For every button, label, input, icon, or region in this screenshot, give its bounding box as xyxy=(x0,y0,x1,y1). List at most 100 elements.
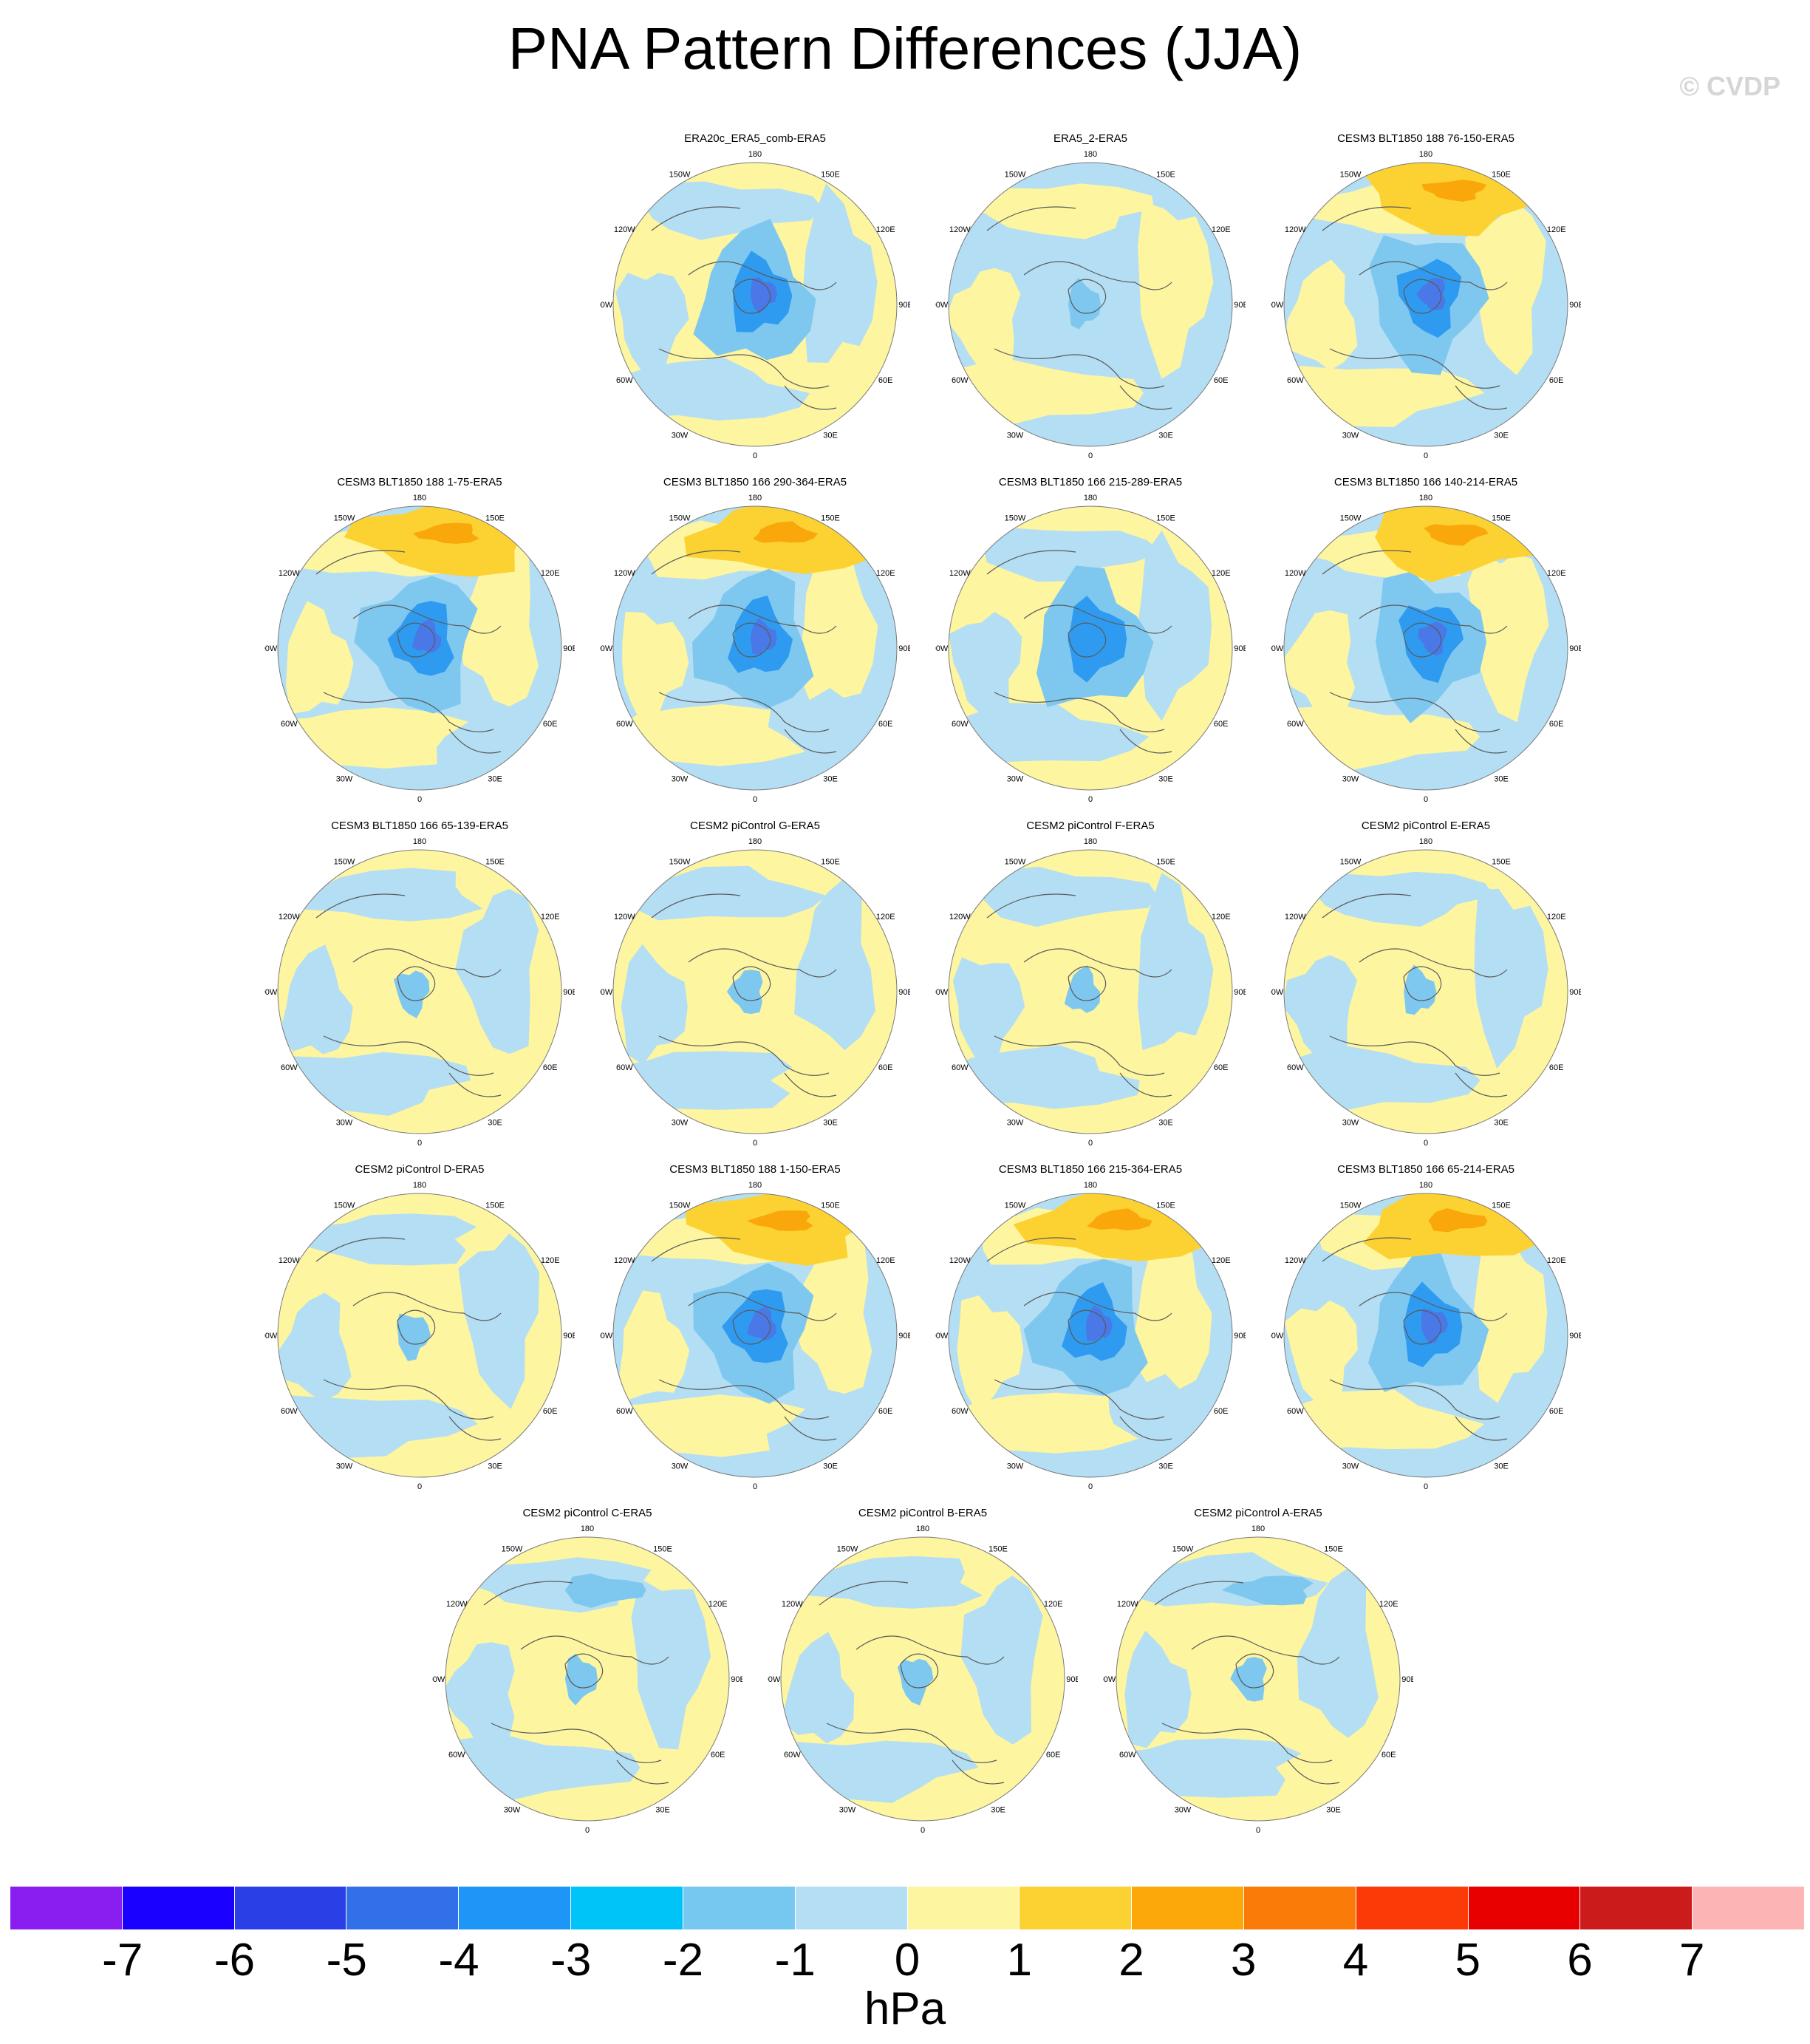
longitude-label: 180 xyxy=(748,1181,762,1190)
longitude-label: 180 xyxy=(748,837,762,846)
longitude-label: 60E xyxy=(878,376,893,385)
longitude-label: 120W xyxy=(1285,225,1306,234)
longitude-label: 60E xyxy=(878,720,893,729)
longitude-label: 180 xyxy=(1084,837,1097,846)
polar-map: 180 150E 120E 90E 60E 30E 0 30W 60W 90W 120W 150W xyxy=(600,837,910,1147)
pacific-low-anomaly xyxy=(1221,1575,1314,1606)
colorbar-tick-label: -5 xyxy=(326,1935,367,1986)
coastline xyxy=(1119,1072,1172,1097)
longitude-label: 150E xyxy=(485,1201,505,1210)
pacific-high-core xyxy=(747,1210,813,1231)
coastline xyxy=(658,348,830,389)
longitude-label: 30E xyxy=(823,432,838,440)
colorbar-swatch xyxy=(1356,1887,1469,1929)
polar-map: 180 150E 120E 90E 60E 30E 0 30W 60W 90W 120W 150W xyxy=(1271,150,1581,460)
map-panel: CESM3 BLT1850 188 1-75-ERA5 180 150E 120E 90… xyxy=(264,475,575,808)
panel-title: CESM2 piControl C-ERA5 xyxy=(522,1507,652,1519)
longitude-label: 180 xyxy=(748,494,762,503)
polar-map: 180 150E 120E 90E 60E 30E 0 30W 60W 90W 120W 150W xyxy=(432,1525,742,1834)
low-anomaly-weak xyxy=(393,970,430,1018)
coastline xyxy=(1068,1309,1107,1345)
panel-title: CESM3 BLT1850 188 1-75-ERA5 xyxy=(337,476,502,488)
map-border xyxy=(948,1193,1233,1478)
pacific-high-core xyxy=(412,522,479,544)
polar-map: 180 150E 120E 90E 60E 30E 0 30W 60W 90W 120W 150W xyxy=(1271,1181,1581,1491)
longitude-label: 150E xyxy=(1492,857,1511,866)
anomaly-band xyxy=(949,612,1022,723)
panel-title: CESM2 piControl B-ERA5 xyxy=(858,1507,988,1519)
coastline xyxy=(1455,729,1508,754)
longitude-label: 0 xyxy=(1424,1482,1428,1491)
longitude-label: 90W xyxy=(264,988,278,997)
low-anomaly-inner xyxy=(1068,596,1127,683)
polar-map: 180 150E 120E 90E 60E 30E 0 30W 60W 90W 120W 150W xyxy=(935,837,1246,1147)
colorbar-swatch xyxy=(122,1887,235,1929)
map-border xyxy=(277,505,562,791)
longitude-label: 30W xyxy=(1342,1119,1359,1128)
map-border xyxy=(948,505,1233,791)
longitude-label: 150E xyxy=(1324,1544,1343,1553)
pacific-high-core xyxy=(1421,180,1487,202)
anomaly-band xyxy=(645,181,823,240)
colorbar-tick-label: -7 xyxy=(102,1935,143,1986)
longitude-label: 150E xyxy=(1156,1201,1175,1210)
longitude-label: 90E xyxy=(1569,301,1581,310)
longitude-label: 150W xyxy=(334,514,355,522)
map-border xyxy=(612,1193,898,1478)
longitude-label: 90E xyxy=(898,988,910,997)
anomaly-band xyxy=(960,1575,1043,1745)
longitude-label: 60W xyxy=(952,720,969,729)
longitude-label: 60W xyxy=(616,376,633,385)
anomaly-band xyxy=(613,1051,793,1110)
coastline xyxy=(323,692,494,732)
longitude-label: 150E xyxy=(485,514,505,522)
coastline xyxy=(658,1035,830,1076)
coastline xyxy=(1329,692,1500,732)
map-panel: CESM2 piControl F-ERA5 180 150E 120E 90E 60E 3… xyxy=(935,819,1246,1151)
coastline xyxy=(1023,948,1172,978)
anomaly-band xyxy=(1116,1738,1302,1798)
colorbar-tick-label: -6 xyxy=(214,1935,256,1986)
longitude-label: 90E xyxy=(1234,1332,1246,1340)
coastline xyxy=(352,1292,502,1321)
panel-title: CESM2 piControl F-ERA5 xyxy=(1026,820,1155,832)
coastline xyxy=(732,622,771,658)
longitude-label: 30E xyxy=(1494,1462,1509,1471)
coastline xyxy=(784,1072,837,1097)
coastline xyxy=(491,1723,662,1763)
longitude-label: 90E xyxy=(563,1332,575,1340)
anomaly-band xyxy=(949,268,1021,372)
longitude-label: 90E xyxy=(1234,644,1246,653)
longitude-label: 0 xyxy=(1424,452,1428,460)
longitude-label: 120W xyxy=(614,1256,635,1265)
longitude-label: 150W xyxy=(1340,1201,1362,1210)
coastline xyxy=(1359,261,1508,290)
panel-title: CESM2 piControl G-ERA5 xyxy=(690,820,820,832)
colorbar-swatch xyxy=(10,1887,123,1929)
panel-title: CESM3 BLT1850 166 65-139-ERA5 xyxy=(331,820,508,832)
longitude-label: 120E xyxy=(876,569,895,578)
coastline xyxy=(900,1653,939,1689)
anomaly-band xyxy=(1284,955,1357,1062)
low-anomaly-core xyxy=(750,618,777,655)
longitude-label: 60W xyxy=(281,720,298,729)
longitude-label: 150E xyxy=(485,857,505,866)
coastline xyxy=(352,948,502,978)
longitude-label: 120E xyxy=(541,1256,560,1265)
low-anomaly-core xyxy=(750,277,777,314)
coastline xyxy=(520,1635,669,1665)
longitude-label: 150E xyxy=(821,1201,840,1210)
coastline xyxy=(1322,550,1412,575)
polar-map: 180 150E 120E 90E 60E 30E 0 30W 60W 90W 120W 150W xyxy=(264,494,575,803)
coastline xyxy=(315,893,406,919)
longitude-label: 150W xyxy=(669,170,691,179)
coastline xyxy=(1119,1416,1172,1441)
longitude-label: 120W xyxy=(949,225,971,234)
longitude-label: 0 xyxy=(585,1826,590,1834)
longitude-label: 0 xyxy=(1088,452,1093,460)
longitude-label: 60W xyxy=(616,1063,633,1072)
longitude-label: 30E xyxy=(823,1119,838,1128)
longitude-label: 150W xyxy=(502,1544,523,1553)
longitude-label: 60E xyxy=(543,1407,558,1416)
map-border xyxy=(1283,505,1568,791)
